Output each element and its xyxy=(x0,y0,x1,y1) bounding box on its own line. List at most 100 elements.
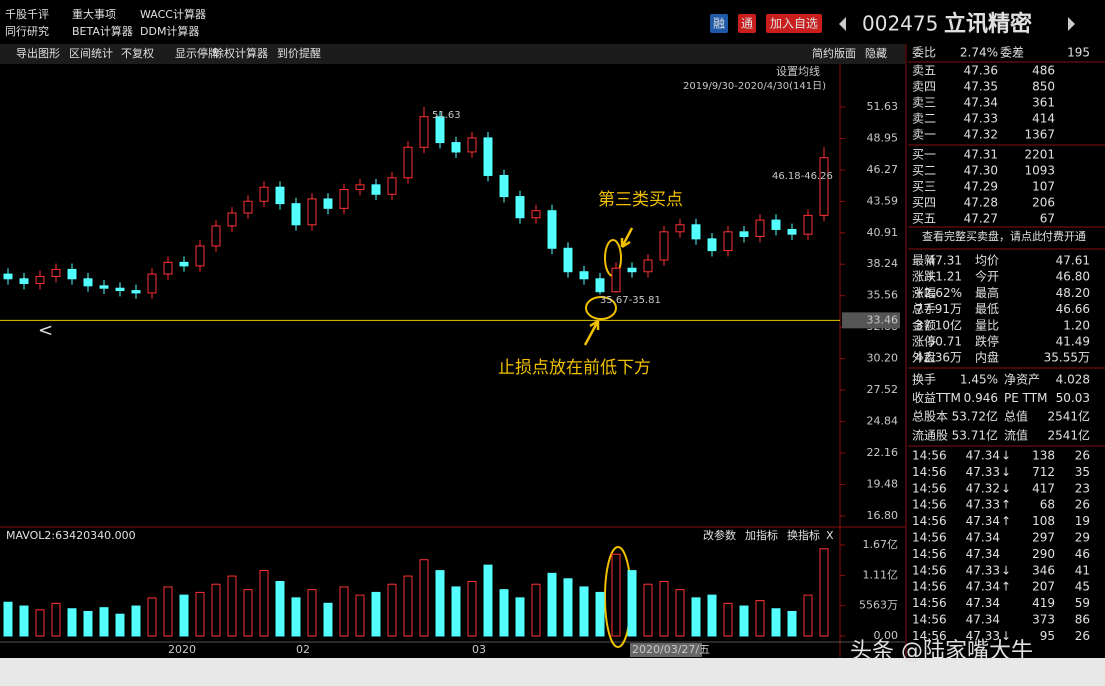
trade-price: 47.34 xyxy=(966,547,1000,561)
trade-dir: ↓ xyxy=(1001,563,1011,577)
toolbar2-item[interactable]: 简约版面 xyxy=(812,46,856,60)
trade-time: 14:56 xyxy=(912,613,947,627)
ob-label: 卖一 xyxy=(912,128,936,142)
volume-bar xyxy=(819,548,829,637)
next-arrow[interactable] xyxy=(1068,17,1075,31)
trade-dir: ↑ xyxy=(1001,498,1011,512)
toolbar2-item[interactable]: 到价提醒 xyxy=(277,47,321,60)
toolbar2-item[interactable]: 隐藏 xyxy=(865,47,887,60)
pay-link[interactable]: 付费开通 xyxy=(1042,230,1086,243)
volume-button[interactable]: 加指标 xyxy=(745,528,778,542)
button[interactable]: 加入自选 xyxy=(770,17,818,31)
ob-volume: 67 xyxy=(1040,212,1055,226)
candle-body xyxy=(483,137,493,176)
toolbar2-item[interactable]: 导出图形 xyxy=(16,46,60,60)
volume-button[interactable]: 换指标 xyxy=(787,528,820,542)
toolbar-item[interactable]: 同行研究 xyxy=(5,24,49,38)
ob-label: 最低 xyxy=(975,302,999,316)
status-bar xyxy=(0,658,1105,686)
candle-body xyxy=(531,210,541,219)
candle-body xyxy=(259,186,269,202)
trade-time: 14:56 xyxy=(912,449,947,463)
prev-arrow[interactable] xyxy=(839,17,846,31)
volume-bar xyxy=(435,570,445,637)
ob-price: 47.36 xyxy=(964,64,998,78)
candle-body xyxy=(67,268,77,280)
scroll-left[interactable]: < xyxy=(38,320,53,341)
toolbar2-item[interactable]: 显示停牌 xyxy=(175,46,219,60)
candle-body xyxy=(147,273,157,294)
toolbar-item[interactable]: BETA计算器 xyxy=(72,24,133,38)
volume-bar xyxy=(355,594,365,637)
trade-volume: 138 xyxy=(1032,449,1055,463)
volume-bar xyxy=(275,581,285,637)
volume-button[interactable]: 改参数 xyxy=(703,528,736,542)
ob-value: 2541亿 xyxy=(1047,427,1090,442)
toolbar-item[interactable]: DDM计算器 xyxy=(140,24,199,38)
button-bg xyxy=(738,14,756,33)
ob-value: 50.71 xyxy=(928,335,962,349)
toolbar-item[interactable]: WACC计算器 xyxy=(140,7,206,21)
ob-value: 47.31 xyxy=(928,254,962,268)
x-tick-label: 02 xyxy=(296,643,310,656)
ob-value: 1.20 xyxy=(1063,318,1090,332)
y-tick-label: 48.95 xyxy=(867,131,899,144)
x-tick-label: 2020 xyxy=(168,643,196,656)
ob-volume: 486 xyxy=(1032,64,1055,78)
ob-label: 收益TTM xyxy=(912,391,961,405)
volume-bar xyxy=(739,605,749,637)
candle-body xyxy=(579,271,589,280)
candle-body xyxy=(803,214,813,235)
candle-body xyxy=(291,203,301,226)
ob-value: 1.45% xyxy=(960,373,998,387)
y-tick-label: 22.16 xyxy=(867,446,899,459)
trade-dir: ↑ xyxy=(1001,580,1011,594)
trade-time: 14:56 xyxy=(912,547,947,561)
trade-price: 47.34 xyxy=(966,531,1000,545)
volume-bar xyxy=(467,581,477,637)
y-tick-label: 5563万 xyxy=(859,599,898,612)
toolbar2-item[interactable]: 不复权 xyxy=(121,46,154,60)
candle-body xyxy=(515,196,525,219)
trade-time: 14:56 xyxy=(912,563,947,577)
button-bg xyxy=(766,14,822,33)
button[interactable]: 通 xyxy=(741,17,753,31)
volume-bar xyxy=(787,610,797,637)
candle-body xyxy=(739,231,749,238)
stock-name: 立讯精密 xyxy=(944,11,1032,37)
trade-count: 26 xyxy=(1075,449,1090,463)
volume-bar xyxy=(131,605,141,637)
toolbar2-item[interactable]: 区间统计 xyxy=(69,47,113,60)
candle-body xyxy=(355,184,365,191)
ob-value: 35.55万 xyxy=(1044,351,1090,365)
ob-label: 买三 xyxy=(912,180,936,194)
toolbar-item[interactable]: 千股千评 xyxy=(5,8,49,21)
trade-count: 41 xyxy=(1075,563,1090,577)
volume-bar xyxy=(83,610,93,637)
ob-label: PE TTM xyxy=(1004,391,1047,405)
toolbar-item[interactable]: 重大事项 xyxy=(72,7,116,21)
cursor-date-bg xyxy=(630,643,702,657)
trade-dir: ↑ xyxy=(1001,514,1011,528)
volume-bar xyxy=(611,553,621,637)
candle-body xyxy=(595,278,605,293)
ob-volume: 1093 xyxy=(1024,164,1055,178)
volume-bar xyxy=(803,594,813,637)
y-tick-label: 1.67亿 xyxy=(863,538,899,551)
more-link[interactable]: 查看完整买卖盘，请点此 xyxy=(922,229,1043,243)
volume-button[interactable]: X xyxy=(826,529,834,542)
ob-volume: 414 xyxy=(1032,112,1055,126)
y-tick-label: 35.56 xyxy=(867,289,899,302)
ob-volume: 361 xyxy=(1032,96,1055,110)
button[interactable]: 融 xyxy=(713,17,725,31)
settings-label[interactable]: 设置均线 xyxy=(776,64,820,78)
trade-time: 14:56 xyxy=(912,580,947,594)
trade-count: 35 xyxy=(1075,465,1090,479)
volume-bar xyxy=(179,594,189,637)
trade-volume: 346 xyxy=(1032,563,1055,577)
trade-time: 14:56 xyxy=(912,629,947,643)
ob-label: 涨停 xyxy=(912,334,936,349)
y-tick-label: 46.27 xyxy=(867,163,899,176)
toolbar2-item[interactable]: 除权计算器 xyxy=(213,46,268,60)
ob-value: 53.71亿 xyxy=(952,427,998,442)
